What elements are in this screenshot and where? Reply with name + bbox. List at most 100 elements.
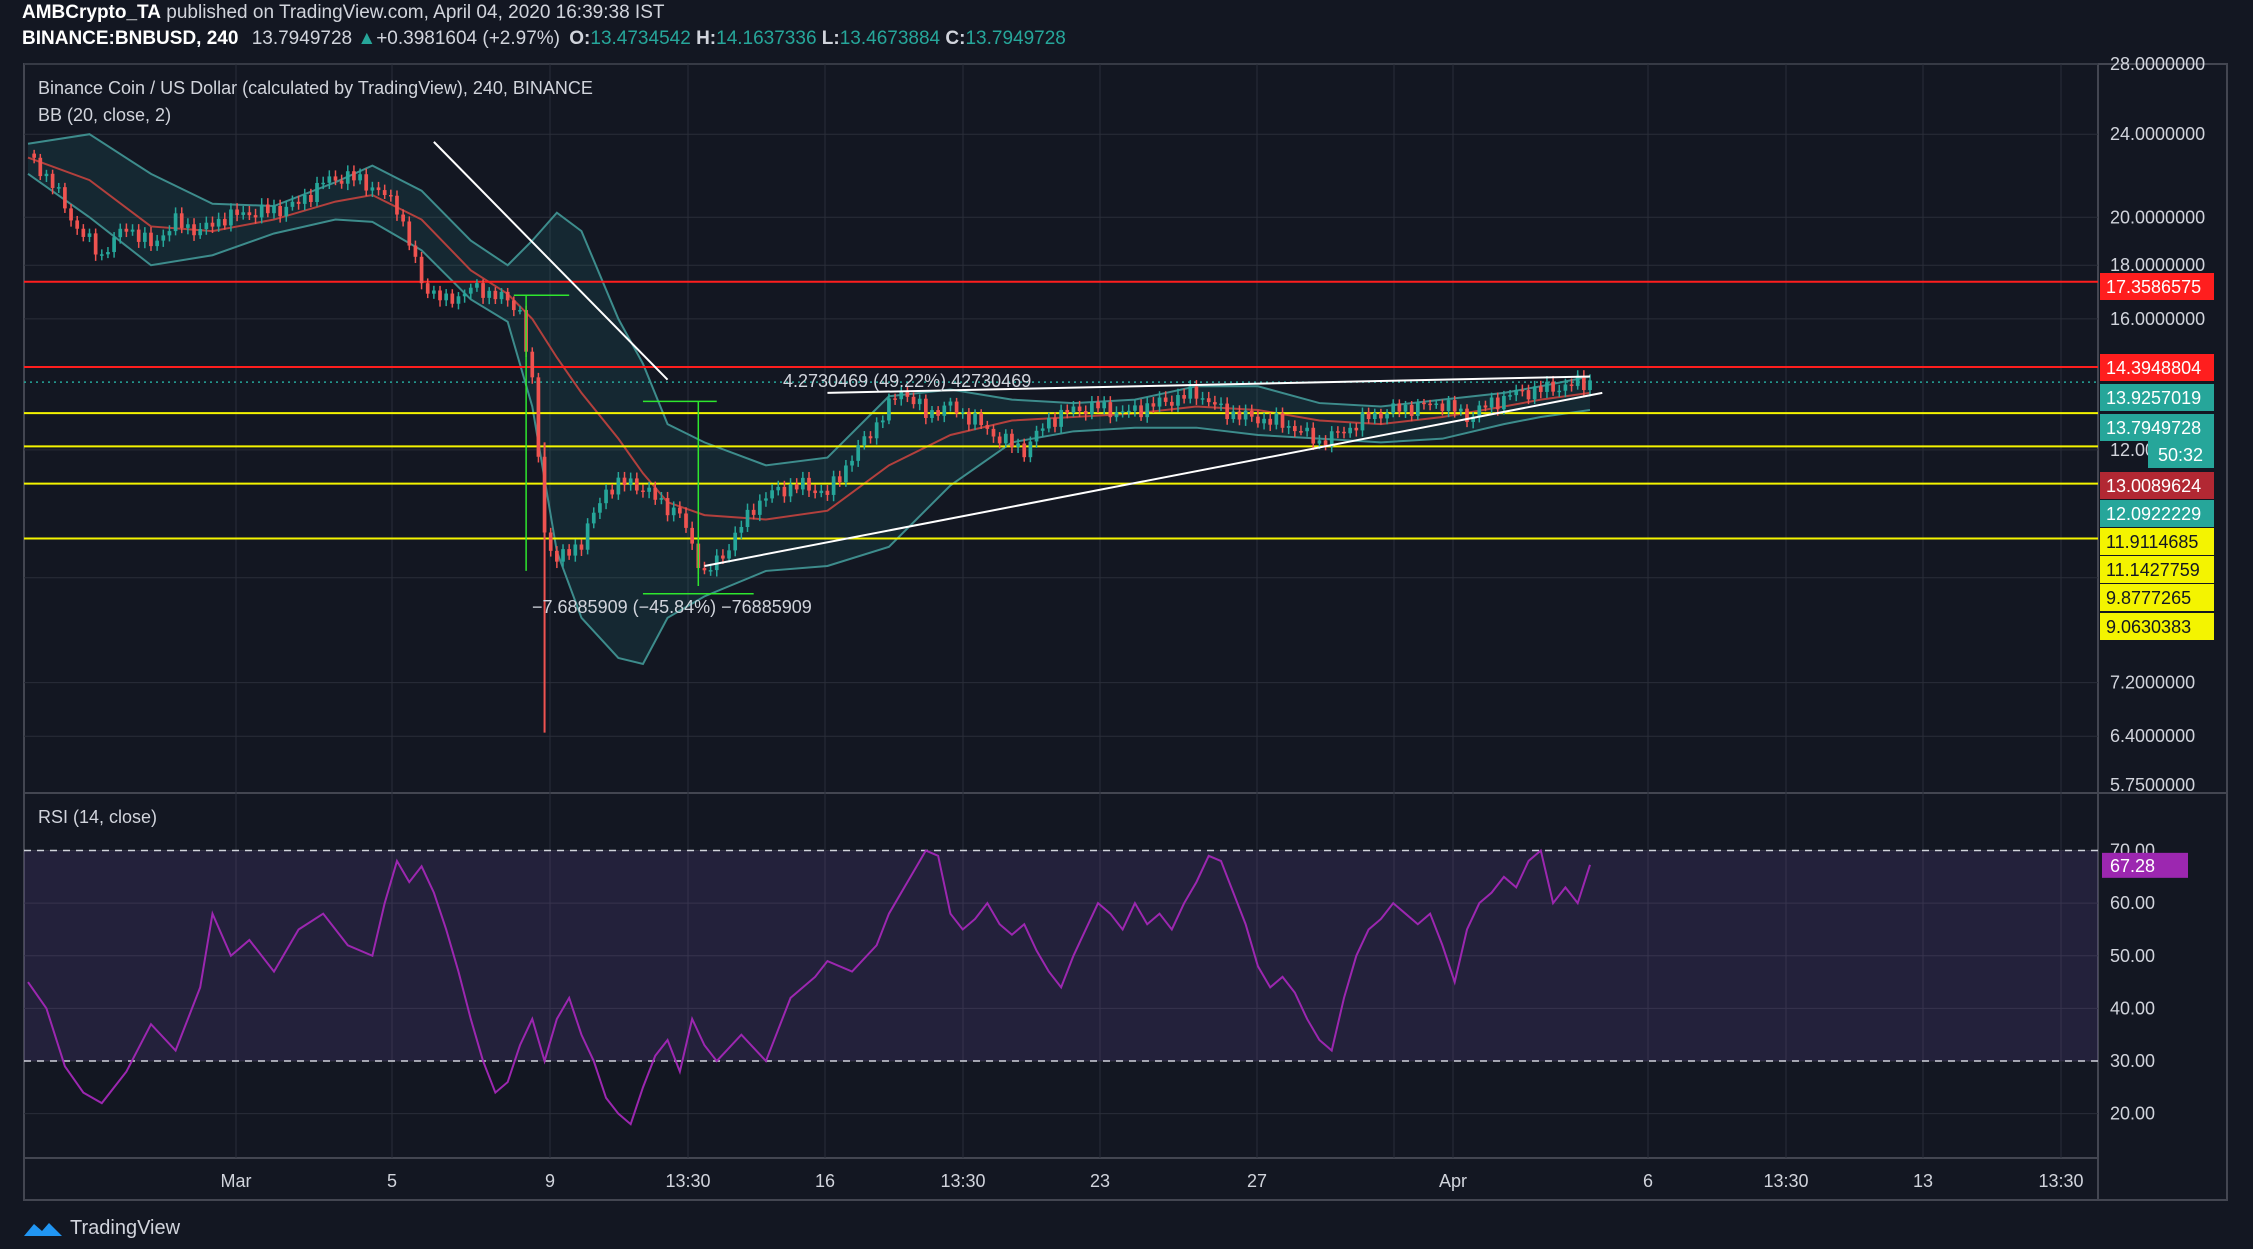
candle-body [1046, 417, 1051, 429]
candle-body [1508, 395, 1512, 397]
candle-body [757, 500, 762, 515]
candle-body [579, 544, 584, 550]
candle-body [690, 527, 695, 544]
candle-body [1219, 403, 1223, 406]
close-value: 13.7949728 [965, 28, 1066, 49]
candle-body [967, 411, 971, 425]
candle-body [997, 436, 1002, 444]
candle-body [1342, 431, 1346, 434]
price-badge [2100, 556, 2214, 583]
price-badge [2100, 384, 2214, 411]
candle-body [591, 512, 596, 524]
candle-body [917, 398, 922, 405]
candle-body [622, 477, 627, 486]
candle-body [388, 194, 393, 197]
price-badge [2100, 528, 2214, 555]
candle-body [32, 153, 36, 158]
candle-body [782, 486, 787, 497]
rsi-tick-label: 60.00 [2110, 893, 2155, 913]
time-tick-label: 27 [1247, 1171, 1267, 1191]
candle-body [1532, 386, 1537, 400]
candle-body [1366, 412, 1371, 420]
candle-body [733, 532, 738, 551]
candle-body [1391, 403, 1396, 414]
candle-body [1176, 395, 1180, 406]
candle-body [210, 222, 215, 227]
trendline [433, 141, 669, 381]
symbol-label[interactable]: BINANCE:BNBUSD, 240 [22, 28, 239, 49]
candle-body [1397, 403, 1402, 412]
candle-body [284, 206, 289, 217]
candle-body [1268, 418, 1273, 425]
time-tick-label: 23 [1090, 1171, 1110, 1191]
candle-body [1010, 433, 1014, 447]
candle-body [345, 171, 350, 184]
candle-body [1065, 409, 1070, 413]
rsi-tick-label: 20.00 [2110, 1104, 2155, 1124]
candle-body [1243, 410, 1248, 420]
candle-body [106, 252, 110, 255]
rsi-legend[interactable]: RSI (14, close) [38, 807, 158, 827]
candle-body [960, 411, 965, 414]
author-name[interactable]: AMBCrypto_TA [22, 2, 161, 23]
candle-body [942, 405, 947, 416]
candle-body [561, 549, 565, 562]
candles [32, 149, 1592, 733]
rsi-tick-label: 30.00 [2110, 1051, 2155, 1071]
candle-body [1280, 413, 1285, 428]
candle-body [1545, 381, 1549, 392]
candle-body [850, 460, 854, 466]
candle-body [1096, 401, 1100, 409]
price-tick-label: 28.0000000 [2110, 54, 2205, 74]
trendlines[interactable] [433, 141, 1603, 567]
candle-body [1551, 381, 1555, 392]
candle-body [462, 293, 467, 297]
bb-legend[interactable]: BB (20, close, 2) [38, 105, 172, 125]
price-badge [2100, 500, 2214, 527]
candle-body [973, 413, 977, 425]
candle-body [1003, 433, 1008, 444]
price-tick-label: 16.0000000 [2110, 309, 2205, 329]
candle-body [899, 391, 904, 400]
measure-tools[interactable] [513, 294, 754, 595]
candle-body [136, 229, 141, 242]
candle-body [265, 204, 270, 214]
candle-body [721, 555, 725, 559]
candle-body [708, 570, 713, 572]
time-tick-label: 13:30 [2038, 1171, 2083, 1191]
candle-body [1188, 386, 1193, 399]
candle-body [259, 204, 264, 218]
candle-body [493, 290, 498, 300]
candle-body [1305, 427, 1309, 432]
candle-body [112, 237, 116, 253]
candle-body [130, 229, 135, 232]
candle-body [99, 254, 104, 256]
tradingview-branding[interactable]: TradingView [22, 1217, 180, 1240]
candle-body [1582, 376, 1586, 391]
candle-body [1157, 397, 1162, 407]
candle-body [1354, 427, 1359, 431]
candle-body [253, 215, 258, 218]
time-tick-label: Apr [1439, 1171, 1467, 1191]
candle-body [376, 187, 381, 191]
candle-body [75, 220, 80, 229]
candle-body [1126, 410, 1131, 413]
candle-body [856, 445, 861, 461]
candle-body [518, 310, 522, 312]
time-tick-label: 13:30 [940, 1171, 985, 1191]
candle-body [1360, 412, 1365, 431]
candle-body [456, 296, 461, 304]
candle-body [1083, 411, 1088, 415]
candle-body [825, 490, 830, 495]
candle-body [407, 221, 412, 246]
candle-body [862, 436, 867, 446]
candle-body [548, 532, 553, 551]
candle-body [235, 209, 239, 215]
candle-body [653, 487, 658, 500]
candle-body [923, 398, 928, 418]
price-axis[interactable]: 28.0000000 24.0000000 20.0000000 18.0000000… [2100, 54, 2214, 795]
open-label: O: [569, 28, 591, 49]
candle-body [979, 413, 984, 426]
time-axis[interactable]: Mar 5 9 13:30 16 13:30 23 27 Apr 6 13:30 13 13:30 [221, 1171, 2084, 1191]
